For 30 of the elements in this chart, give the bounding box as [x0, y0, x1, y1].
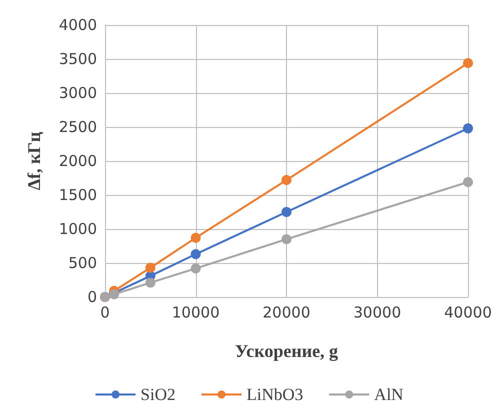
point — [282, 207, 292, 217]
legend-label: LiNbO3 — [246, 385, 304, 404]
x-tick-label: 20000 — [262, 304, 310, 322]
point — [190, 249, 201, 260]
y-tick-label: 1500 — [58, 186, 97, 204]
y-tick-label: 0 — [87, 288, 97, 306]
x-tick-label: 30000 — [353, 304, 402, 322]
point — [463, 123, 473, 134]
y-tick-label: 1000 — [58, 220, 97, 238]
point — [190, 232, 201, 243]
x-tick-label: 10000 — [172, 304, 220, 322]
y-tick-label: 500 — [68, 254, 97, 272]
x-axis-title: Ускорение, g — [234, 341, 338, 361]
point — [145, 278, 156, 288]
y-tick-label: 3500 — [58, 50, 97, 68]
legend-label: AlN — [374, 385, 404, 404]
x-tick-label: 40000 — [444, 304, 492, 322]
y-tick-label: 2000 — [58, 152, 97, 170]
y-tick-label: 3000 — [58, 84, 97, 102]
point — [463, 58, 473, 68]
point — [282, 234, 292, 244]
y-tick-label: 4000 — [58, 16, 97, 34]
legend-label: SiO2 — [140, 385, 176, 404]
point — [190, 263, 201, 274]
point — [145, 262, 156, 273]
point — [463, 177, 473, 188]
x-tick-label: 0 — [100, 304, 110, 322]
y-tick-label: 2500 — [58, 118, 97, 136]
point — [282, 175, 292, 186]
y-axis-title: Δf, кГц — [24, 131, 44, 190]
